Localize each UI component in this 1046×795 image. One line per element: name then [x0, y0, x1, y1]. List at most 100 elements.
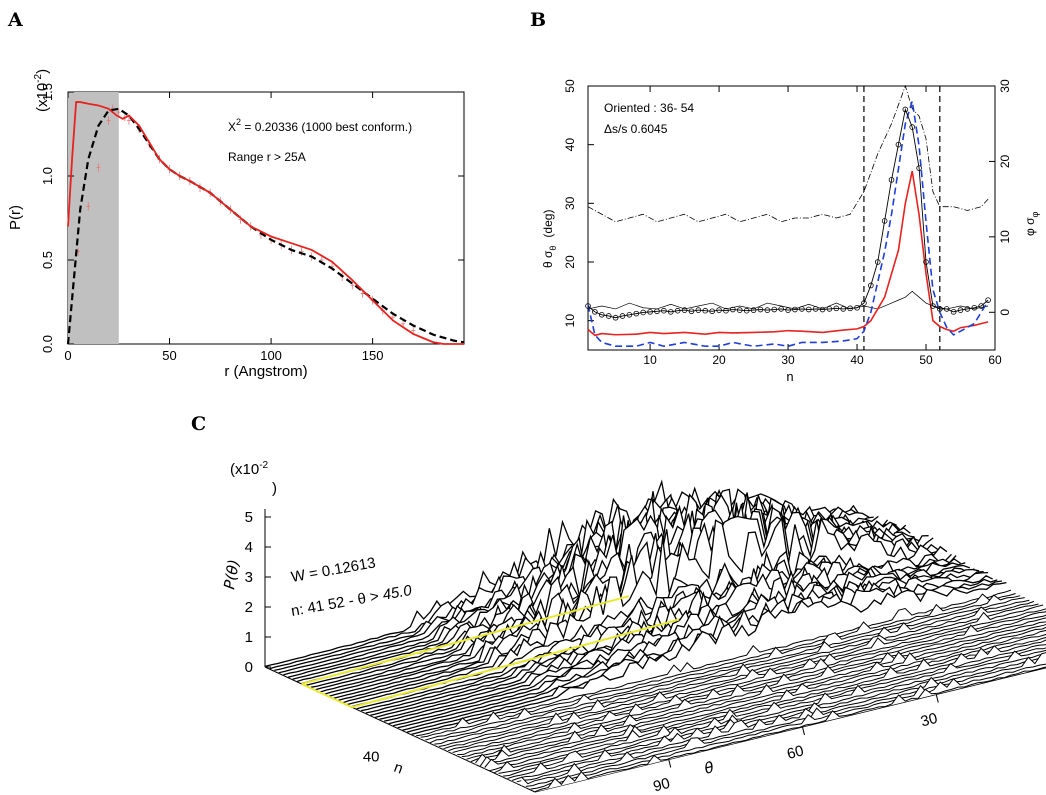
- panel-c-ztick-label: 5: [245, 509, 253, 526]
- panel-b-theta-circle-marker: [626, 311, 633, 318]
- panel-c-ridge-line: [479, 626, 1046, 767]
- panel-b-theta-circle-marker: [633, 310, 640, 317]
- panel-b-theta-circle-marker: [778, 306, 784, 312]
- panel-b-theta-circle-marker: [688, 308, 695, 315]
- panel-a-ytick-label: 1.5: [40, 83, 55, 101]
- panel-b-ytick-left-label: 30: [563, 196, 577, 210]
- panel-b-theta-circle-marker: [985, 297, 991, 303]
- panel-a-chi-label: X: [228, 120, 236, 134]
- panel-b-dashdot-line: [587, 84, 989, 223]
- panel-c-ridge-fill: [521, 657, 1046, 786]
- panel-b-ytick-left-label: 10: [563, 314, 577, 328]
- panel-b-ytick-right-label: 30: [998, 79, 1012, 93]
- panel-a-model-line: [67, 101, 464, 345]
- panel-b-theta-circle-marker: [585, 303, 591, 309]
- panel-b-oriented-annotation: Oriented : 36- 54: [604, 101, 694, 115]
- panel-c-n-axis-label: n: [392, 759, 406, 778]
- panel-a-fit-line: [66, 107, 465, 345]
- panel-c-ridge-fill: [475, 624, 1046, 765]
- panel-b-theta-circle-marker: [612, 314, 619, 321]
- panel-b-sigma-theta-line: [587, 290, 989, 310]
- panel-b-theta-circle-marker: [598, 311, 605, 318]
- panel-c-theta-tick-mark: [668, 759, 672, 768]
- panel-b-theta-circle-marker: [792, 306, 798, 313]
- panel-b-ytick-left-label: 50: [563, 79, 577, 93]
- panel-b-theta-circle-marker: [730, 306, 736, 313]
- panel-b-blue-dashed-line: [587, 100, 989, 348]
- panel-b-xtick-label: 20: [712, 353, 726, 367]
- panel-c-ridge-line: [516, 653, 1046, 783]
- panel-b-theta-circle-marker: [619, 313, 626, 319]
- panel-c-n-annotation-group: n: 41 52 - θ > 45.0: [290, 582, 414, 620]
- panel-c-ridge-line: [365, 558, 962, 714]
- panel-b-theta-circle-marker: [923, 259, 929, 265]
- panel-c-highlight-edge: [301, 683, 353, 709]
- panel-c-ridge-line: [447, 604, 1044, 752]
- panel-b-theta-circle-marker: [943, 306, 950, 312]
- panel-a-chi-value: = 0.20336 (1000 best conform.): [241, 120, 412, 134]
- panel-b-theta-circle-marker: [847, 305, 853, 312]
- panel-a-ylabel: P(r): [7, 205, 24, 230]
- panel-a-xtick-label: 150: [362, 348, 384, 363]
- panel-c-ridge-line: [392, 571, 989, 727]
- panel-c-ridge-fill: [411, 582, 1007, 735]
- panel-b-theta-circle-marker: [771, 306, 778, 313]
- panel-c-ridge-line: [402, 578, 998, 731]
- panel-b-theta-circle-marker: [605, 313, 612, 319]
- panel-c-zlabel: P(θ): [220, 558, 243, 591]
- panel-b-ytick-right-label: 0: [998, 309, 1012, 316]
- panel-b-theta-circle-marker: [661, 307, 667, 314]
- panel-c-ridge-line: [342, 506, 939, 704]
- svg-text:θ σθ(deg): θ σθ (deg): [541, 210, 558, 268]
- panel-b-theta-circle-marker: [764, 307, 771, 313]
- panel-c-theta-tick-label: 90: [651, 775, 672, 795]
- panel-b-theta-circle-marker: [723, 307, 729, 314]
- panel-c-n-annotation: n: 41 52 - θ > 45.0: [290, 582, 414, 620]
- panel-b-theta-circle-marker: [833, 305, 840, 312]
- panel-b-theta-circle-marker: [957, 307, 964, 313]
- panel-b-theta-circle-marker: [736, 307, 743, 313]
- panel-c-ridge-line: [534, 666, 1046, 793]
- svg-text:φ σφ: φ σφ: [1023, 211, 1040, 236]
- panel-b-ylabel-right-main: φ σ: [1023, 217, 1037, 236]
- panel-c-ridge-line: [457, 610, 1046, 756]
- panel-c-ridge-line: [269, 488, 865, 670]
- panel-b-theta-circle-marker: [757, 306, 764, 313]
- panel-b-theta-circle-marker: [881, 218, 888, 224]
- panel-b-ylabel-left-sub: θ: [548, 246, 558, 251]
- panel-b-theta-circle-marker: [868, 282, 874, 289]
- panel-b-theta-circle-marker: [647, 309, 653, 315]
- panel-b-xtick-label: 50: [919, 353, 933, 367]
- panel-c-ridge-line: [310, 492, 907, 688]
- panel-c-chart: 0 1 2 3 4 5 40 30 60 90: [245, 479, 1046, 795]
- panel-a-range-annotation: Range r > 25A: [228, 150, 306, 164]
- panel-b-theta-circle-marker: [805, 306, 812, 313]
- panel-c-theta-tick-mark: [802, 726, 805, 736]
- panel-a-xlabel: r (Angstrom): [224, 363, 307, 380]
- panel-b-theta-circle-marker: [785, 307, 791, 313]
- panel-c-theta-tick-label: 30: [919, 710, 940, 731]
- panel-b-xtick-label: 10: [643, 353, 657, 367]
- panel-a-xtick-label: 0: [64, 348, 71, 363]
- panel-c-ztick-label: 1: [245, 629, 253, 646]
- panel-c-ridge-line: [438, 600, 1035, 747]
- panel-b-ylabel-right-sub: φ: [1030, 211, 1040, 217]
- panel-c-n-value: 45.0: [381, 582, 413, 604]
- panel-c-ridge-line: [415, 589, 1012, 737]
- panel-a-shaded-region: [68, 92, 119, 344]
- panel-c-theta-axis-label: θ: [702, 758, 716, 778]
- panel-c-ztick-label: 0: [245, 659, 253, 676]
- panel-b-theta-circle-marker: [592, 309, 598, 315]
- panel-a-chi-annotation: X2 = 0.20336 (1000 best conform.): [228, 117, 412, 134]
- panel-b-theta-circle-marker: [861, 300, 867, 306]
- panel-a-scale-exp: -2: [33, 73, 44, 82]
- panel-b-theta-circle-marker: [916, 165, 922, 171]
- panel-c-ridge-fill: [503, 644, 1046, 778]
- panel-c-n-text: n: 41 52 - θ >: [290, 587, 385, 620]
- panel-c-ridge-line: [502, 643, 1046, 777]
- panel-c-ridge-line: [511, 649, 1046, 781]
- panel-b-ylabel-left: θ σθ (deg): [541, 210, 558, 268]
- panel-letter-a: A: [7, 9, 23, 31]
- panel-c-w-annotation-group: W = 0.12613: [290, 554, 377, 586]
